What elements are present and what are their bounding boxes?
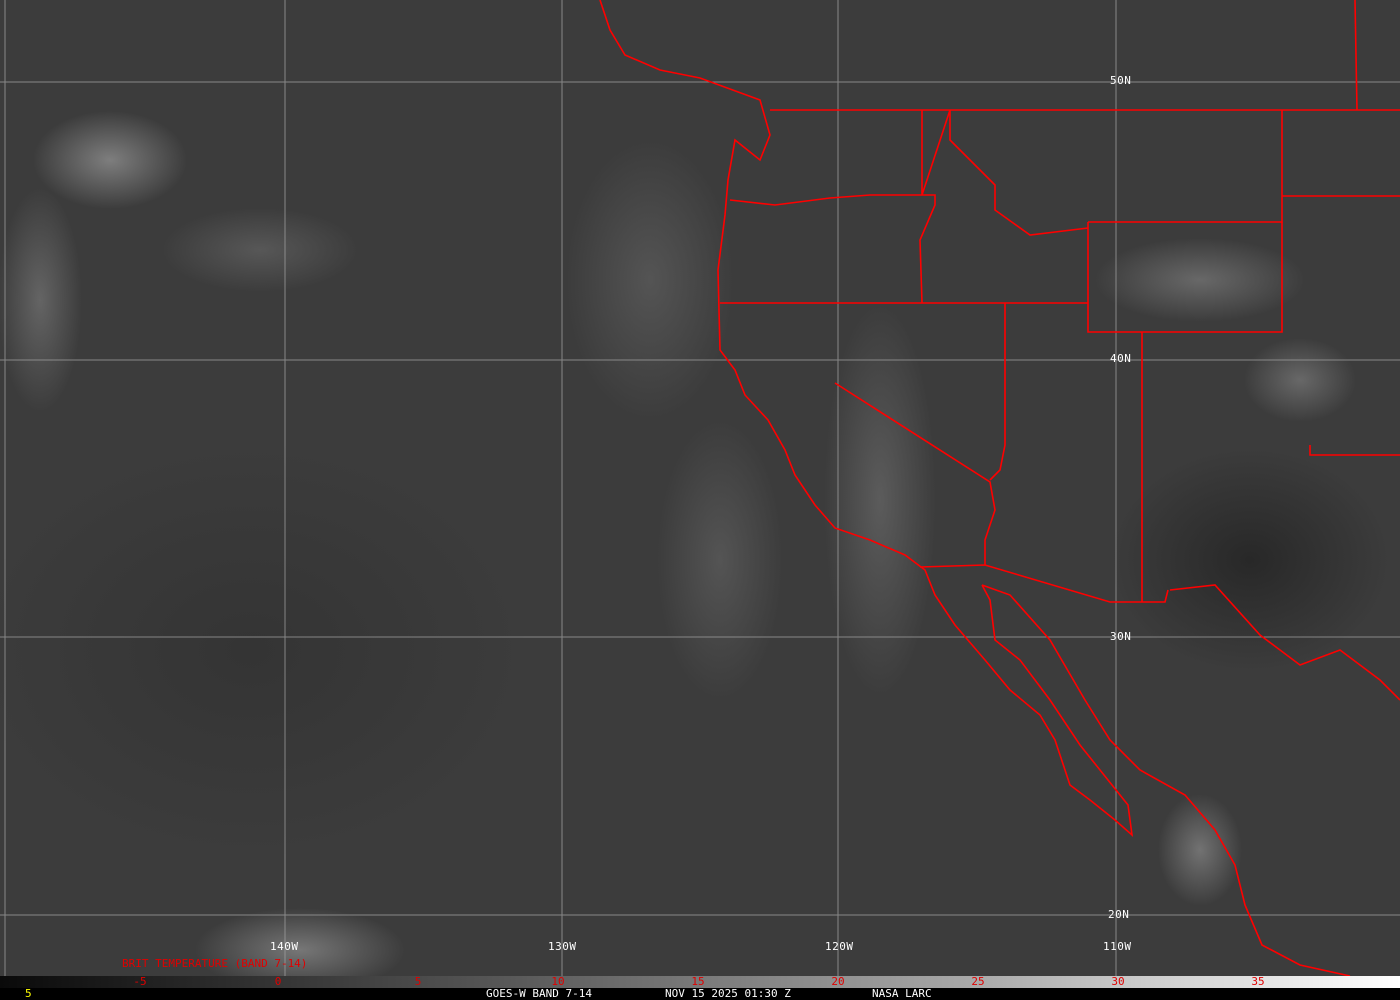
arizona-newmexico (1309, 445, 1400, 456)
colorbar-tick: 35 (1251, 975, 1265, 988)
colorbar-tick: 0 (274, 975, 282, 988)
political-boundaries (599, 0, 1400, 976)
colorbar-tick: 25 (971, 975, 985, 988)
colorbar (0, 976, 1400, 988)
washington-oregon-border (729, 194, 936, 304)
mainland-mexico-coast (981, 584, 1351, 976)
wyoming-border (1087, 222, 1283, 333)
footer-bar: 5 GOES-W BAND 7-14 NOV 15 2025 01:30 Z N… (0, 987, 1400, 1000)
colorbar-tick: 10 (551, 975, 565, 988)
coastline (599, 0, 1134, 838)
colorbar-tick: -5 (133, 975, 147, 988)
data-source: NASA LARC (872, 987, 932, 1000)
colorbar-tick: 30 (1111, 975, 1125, 988)
colorbar-tick: 20 (831, 975, 845, 988)
graticule (0, 0, 1400, 976)
us-mexico-border (919, 564, 1169, 603)
mexico-coast-east (1169, 584, 1400, 701)
longitude-label: 110W (1103, 940, 1132, 953)
longitude-label: 130W (548, 940, 577, 953)
satellite-imagery (0, 0, 1400, 976)
colorbar-title: BRIT TEMPERATURE (BAND 7-14) (122, 957, 308, 970)
timestamp: NOV 15 2025 01:30 Z (665, 987, 791, 1000)
colorbar-tick: 5 (414, 975, 422, 988)
montana-wyoming (1088, 110, 1283, 223)
latitude-label: 20N (1108, 908, 1130, 921)
colorbar-tick: 15 (691, 975, 705, 988)
longitude-label: 140W (270, 940, 299, 953)
idaho-border (921, 109, 1089, 236)
canada-border-east (1354, 0, 1358, 111)
nevada-border (989, 303, 1006, 481)
latitude-label: 50N (1110, 74, 1132, 87)
california-nevada-diagonal (834, 382, 996, 565)
longitude-label: 120W (825, 940, 854, 953)
min-label: 5 (25, 987, 32, 1000)
latitude-label: 40N (1110, 352, 1132, 365)
map-overlay (0, 0, 1400, 976)
satellite-band: GOES-W BAND 7-14 (486, 987, 592, 1000)
latitude-label: 30N (1110, 630, 1132, 643)
